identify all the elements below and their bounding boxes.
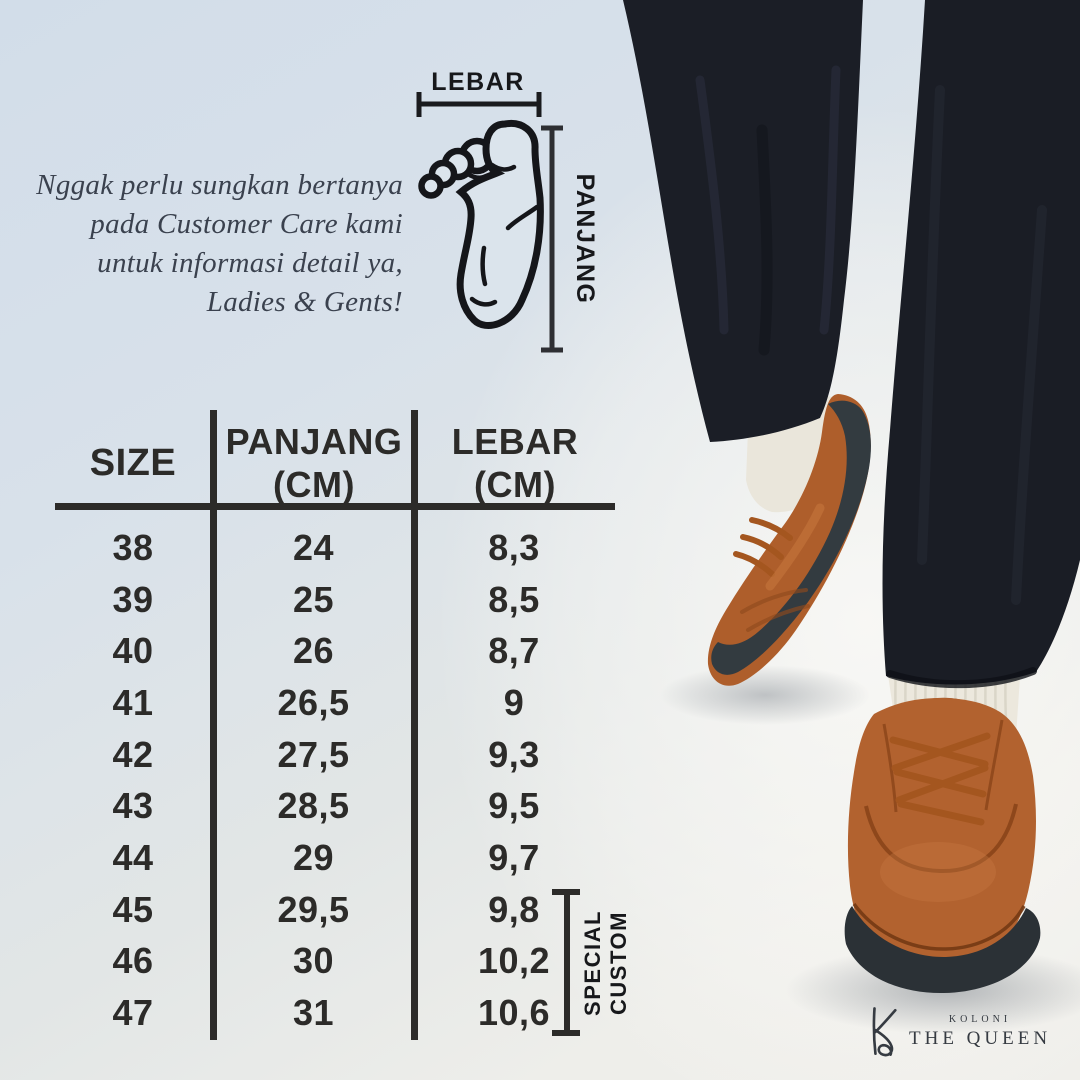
- header-panjang-unit: (CM): [273, 464, 355, 505]
- cell-lebar: 10,6: [477, 992, 551, 1034]
- table-row: 38 24 8,3: [55, 522, 612, 574]
- cell-lebar: 8,5: [488, 578, 540, 620]
- header-lebar-unit: (CM): [474, 464, 556, 505]
- special-custom-label: SPECIAL CUSTOM: [580, 878, 654, 1048]
- front-leg: [844, 0, 1080, 994]
- cell-size: 47: [112, 992, 154, 1034]
- table-row: 43 28,5 9,5: [55, 780, 612, 832]
- cell-size: 41: [112, 681, 154, 723]
- cell-panjang: 29: [292, 836, 335, 878]
- table-row: 42 27,5 9,3: [55, 729, 612, 781]
- foot-icon: [418, 119, 544, 329]
- header-lebar-label: LEBAR: [451, 421, 579, 462]
- front-shoe-welt-stitch: [852, 902, 1026, 951]
- back-leg: [623, 0, 871, 686]
- special-custom-bracket: [564, 892, 570, 1034]
- cell-panjang: 30: [292, 940, 335, 982]
- table-divider-1: [210, 410, 217, 1040]
- back-shoe-highlight: [765, 503, 825, 591]
- header-lebar: LEBAR (CM): [418, 420, 612, 506]
- cell-size: 44: [112, 836, 154, 878]
- brand-line-name: THE QUEEN: [909, 1028, 1052, 1049]
- table-row: 40 26 8,7: [55, 625, 612, 677]
- note-line: Ladies & Gents!: [206, 286, 403, 318]
- note-line: Nggak perlu sungkan bertanya: [36, 169, 403, 201]
- front-pant-hem: [886, 667, 1037, 689]
- front-shoe: [844, 697, 1041, 994]
- length-label: PANJANG: [571, 174, 599, 305]
- cell-size: 40: [112, 630, 154, 672]
- table-header-rule: [55, 503, 615, 510]
- back-shoe-sole: [711, 400, 871, 675]
- cell-panjang: 31: [292, 992, 335, 1034]
- table-row: 44 29 9,7: [55, 832, 612, 884]
- cell-panjang: 27,5: [277, 733, 350, 775]
- cell-panjang: 25: [292, 578, 335, 620]
- cell-size: 42: [112, 733, 154, 775]
- width-measure-line: [416, 92, 542, 117]
- front-shoe-moc-seam: [864, 803, 1018, 874]
- header-panjang-label: PANJANG: [225, 421, 403, 462]
- front-pant-folds: [917, 85, 1047, 605]
- size-chart-table: 38 24 8,3 39 25 8,5 40 26 8,7 41 26,5 9 …: [55, 522, 612, 1039]
- table-row: 45 29,5 9,8: [55, 884, 612, 936]
- cell-lebar: 10,2: [477, 940, 551, 982]
- back-shoe-laces: [733, 517, 793, 577]
- special-custom-line1: SPECIAL: [580, 910, 605, 1016]
- brand-name: KOLONI: [948, 1014, 1012, 1025]
- table-row: 46 30 10,2: [55, 936, 612, 988]
- foot-measurement-diagram: LEBAR PANJANG: [416, 68, 599, 353]
- header-panjang: PANJANG (CM): [217, 420, 411, 506]
- cell-panjang: 26: [292, 630, 335, 672]
- customer-care-note: Nggak perlu sungkan bertanya pada Custom…: [20, 166, 403, 322]
- cell-panjang: 28,5: [277, 785, 350, 827]
- cell-lebar: 9,3: [488, 733, 540, 775]
- table-divider-2: [411, 410, 418, 1040]
- front-shoe-facing-edges: [882, 719, 1004, 813]
- cell-size: 43: [112, 785, 154, 827]
- special-custom-bracket-tick-top: [552, 889, 580, 895]
- cell-size: 45: [112, 888, 154, 930]
- cell-lebar: 9,8: [488, 888, 540, 930]
- table-row: 39 25 8,5: [55, 574, 612, 626]
- cell-lebar: 8,3: [488, 526, 540, 568]
- front-shoe-toe-highlight: [880, 842, 996, 902]
- cell-size: 46: [112, 940, 154, 982]
- special-custom-bracket-tick-bottom: [552, 1030, 580, 1036]
- front-shoe-laces: [889, 732, 991, 826]
- front-pant-leg: [882, 0, 1080, 685]
- table-row: 41 26,5 9: [55, 677, 612, 729]
- cell-lebar: 9: [503, 681, 525, 723]
- back-shoe-creases: [740, 588, 810, 632]
- cell-lebar: 8,7: [488, 630, 540, 672]
- cell-panjang: 24: [292, 526, 335, 568]
- back-shoe-shadow: [660, 665, 870, 725]
- back-pant-leg: [623, 0, 863, 442]
- note-line: untuk informasi detail ya,: [97, 247, 403, 279]
- table-row: 47 31 10,6: [55, 987, 612, 1039]
- cell-lebar: 9,7: [488, 836, 540, 878]
- special-custom-line2: CUSTOM: [606, 911, 631, 1015]
- cell-panjang: 29,5: [277, 888, 350, 930]
- front-shoe-sole: [844, 906, 1041, 994]
- header-size: SIZE: [89, 442, 177, 484]
- back-shoe: [707, 394, 871, 686]
- cell-lebar: 9,5: [488, 785, 540, 827]
- brand-logo: KOLONI THE QUEEN: [866, 1004, 1051, 1060]
- back-pant-folds: [695, 65, 841, 335]
- back-pant-crease: [756, 124, 773, 356]
- cell-size: 39: [112, 578, 154, 620]
- note-line: pada Customer Care kami: [90, 208, 403, 240]
- cell-panjang: 26,5: [277, 681, 350, 723]
- koloni-monogram-icon: [872, 1007, 897, 1057]
- length-measure-line: [541, 125, 563, 353]
- cell-size: 38: [112, 526, 154, 568]
- brand-logo-text: KOLONI THE QUEEN: [909, 1014, 1051, 1050]
- width-label: LEBAR: [431, 68, 525, 96]
